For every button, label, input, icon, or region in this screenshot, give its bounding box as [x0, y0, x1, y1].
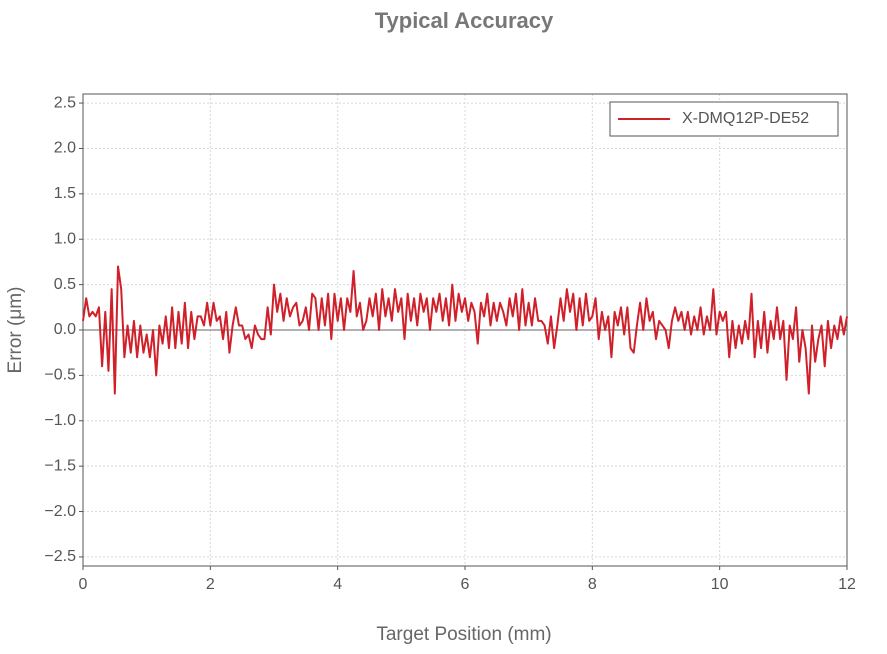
y-tick-label: 0.0 [54, 321, 76, 338]
legend-label: X-DMQ12P-DE52 [682, 110, 809, 127]
y-tick-label: −1.0 [44, 412, 76, 429]
x-tick-label: 12 [838, 576, 856, 593]
x-tick-label: 6 [461, 576, 470, 593]
x-tick-label: 10 [711, 576, 729, 593]
x-axis-label: Target Position (mm) [376, 624, 551, 645]
y-tick-label: 1.0 [54, 230, 76, 247]
plot-frame [82, 93, 848, 567]
data-line [82, 265, 848, 395]
x-tick-label: 8 [588, 576, 597, 593]
x-tick-label: 2 [206, 576, 215, 593]
y-tick-label: −0.5 [44, 367, 76, 384]
y-tick-label: 0.5 [54, 276, 76, 293]
y-tick-label: −2.0 [44, 503, 76, 520]
x-tick-label: 0 [79, 576, 88, 593]
y-tick-label: 2.0 [54, 140, 76, 157]
y-tick-label: −2.5 [44, 548, 76, 565]
y-axis-label: Error (μm) [5, 287, 26, 374]
chart-title: Typical Accuracy [375, 8, 554, 33]
y-tick-label: 1.5 [54, 185, 76, 202]
y-tick-label: −1.5 [44, 457, 76, 474]
x-tick-label: 4 [333, 576, 342, 593]
y-tick-label: 2.5 [54, 94, 76, 111]
